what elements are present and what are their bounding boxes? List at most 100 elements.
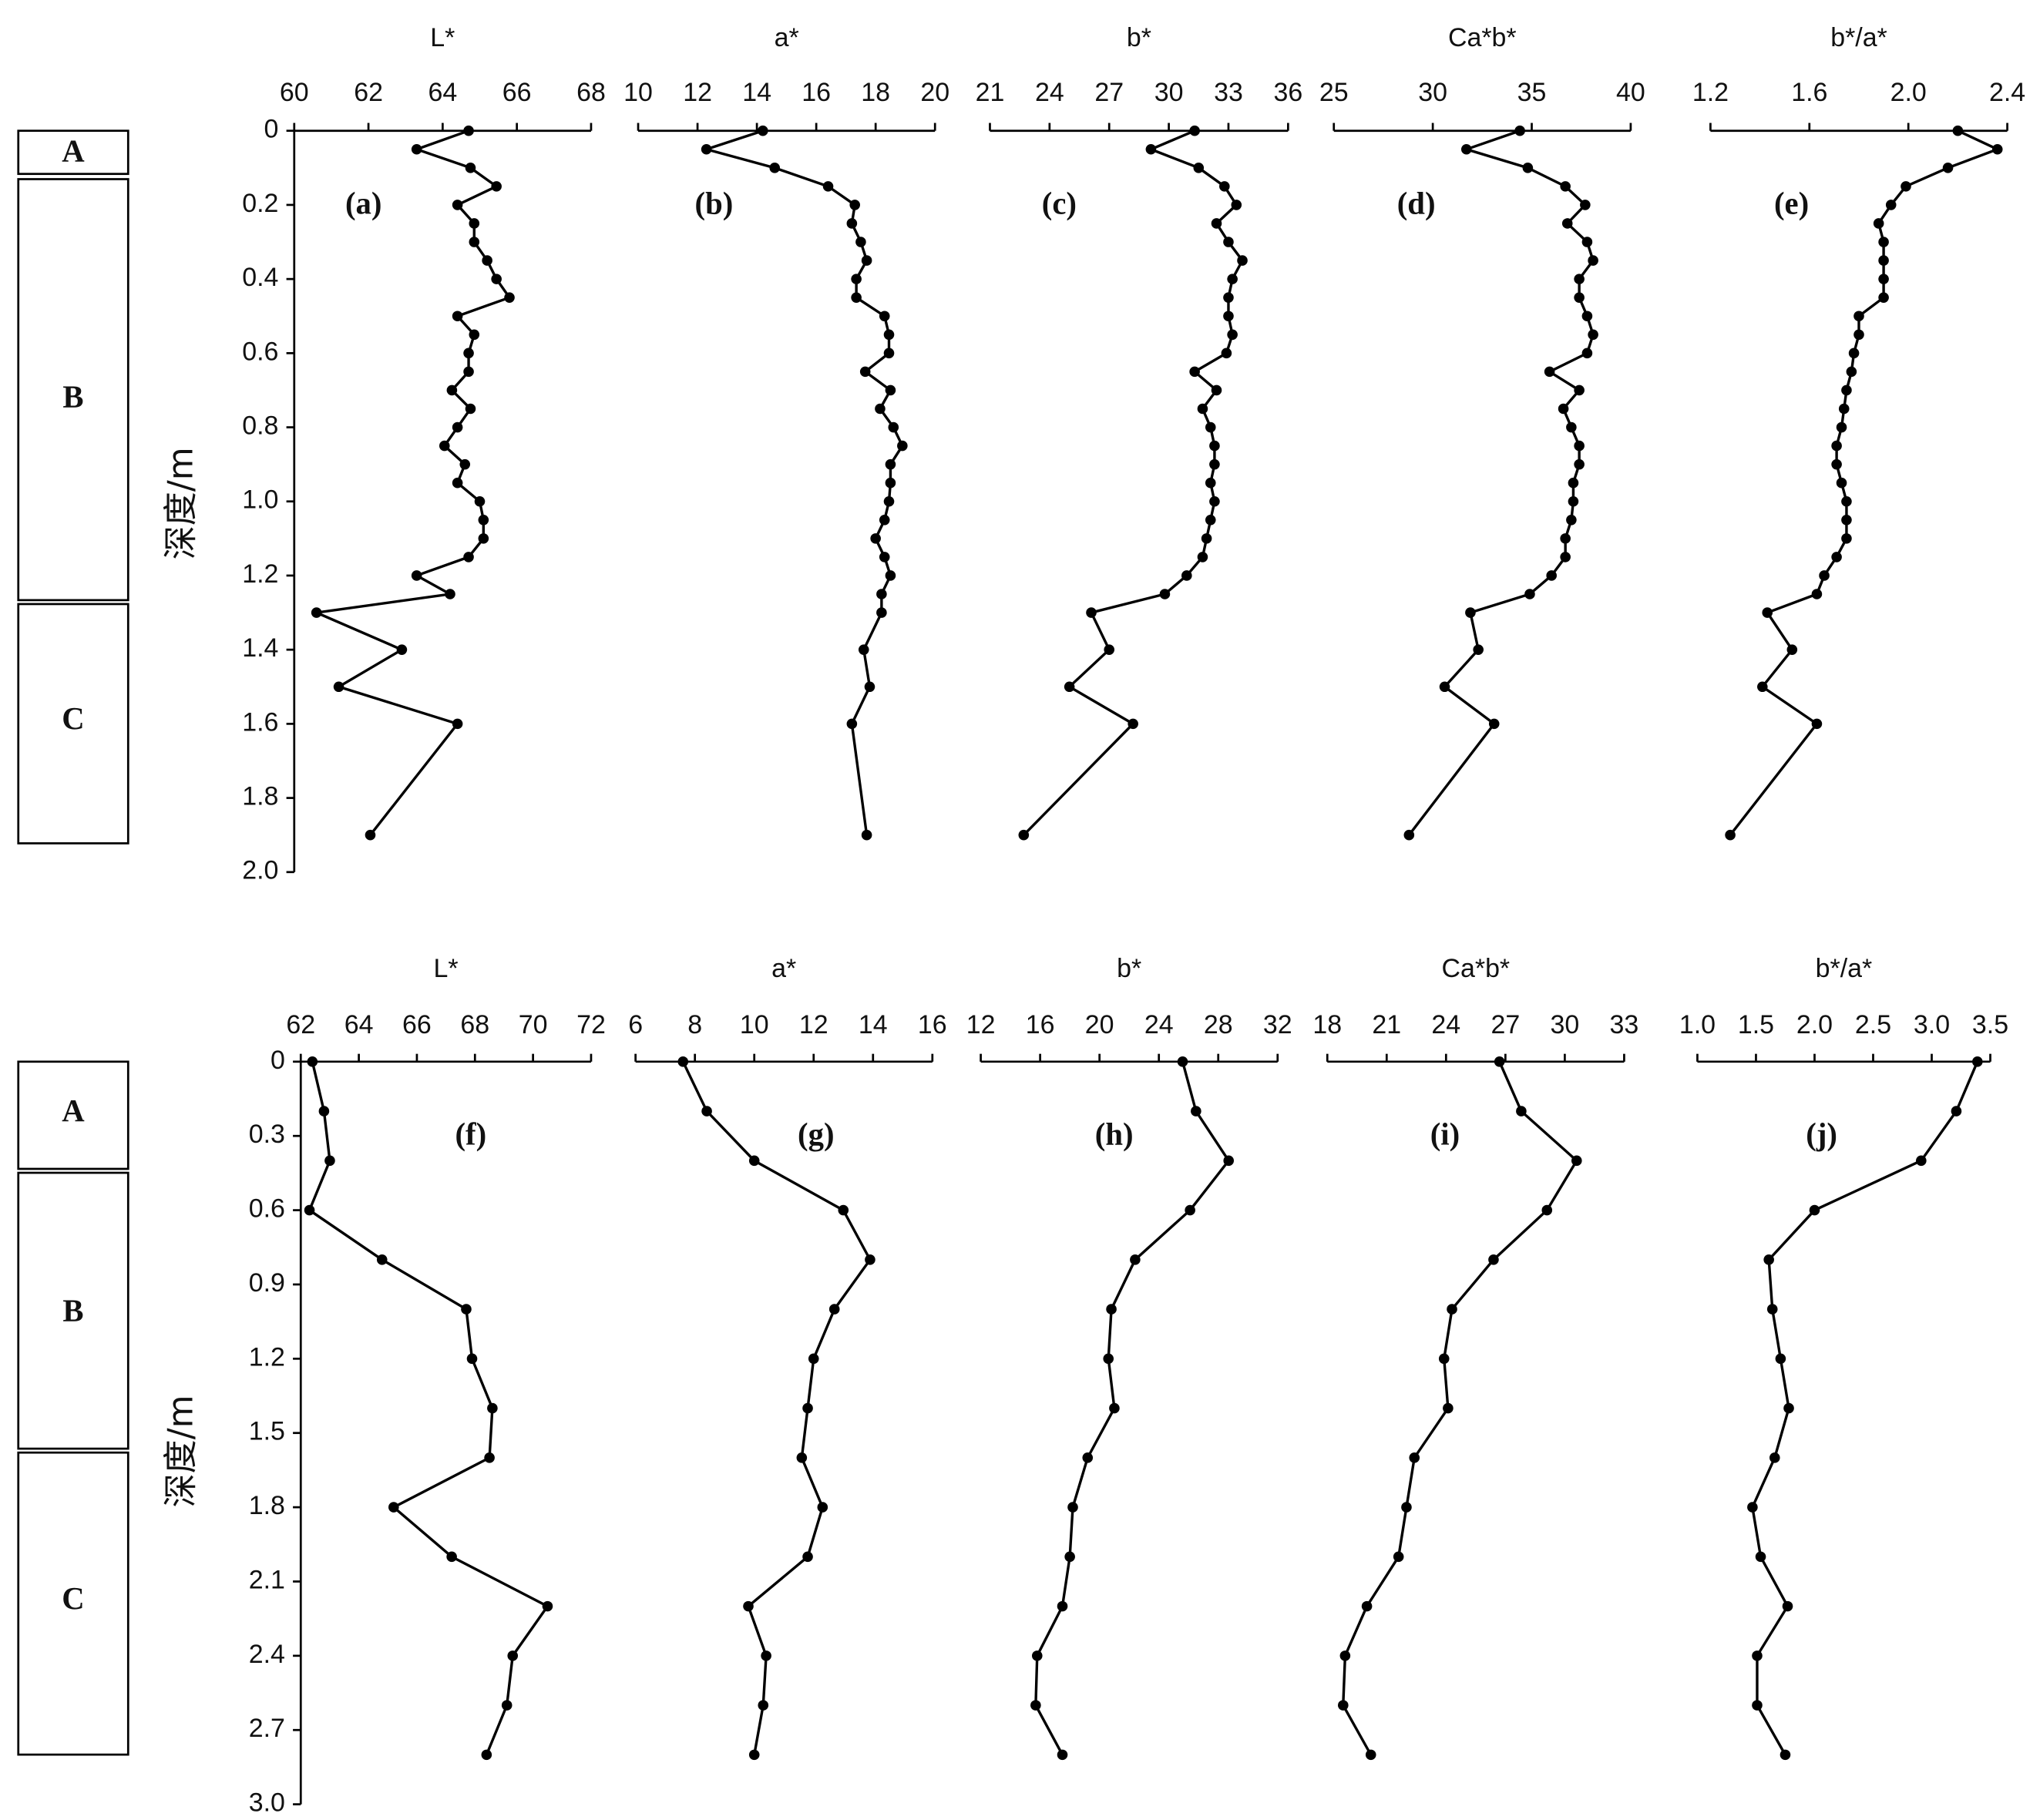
data-point [1541,1204,1553,1216]
data-point [1878,255,1889,266]
horizon-box [17,129,129,176]
data-point [1853,311,1864,322]
data-point [885,477,896,489]
data-point [1783,1402,1794,1414]
y-tick-label: 0.9 [249,1268,285,1298]
data-point [1128,718,1138,730]
data-point [701,143,712,155]
data-point [1223,1155,1235,1167]
x-tick-label: 62 [354,78,383,107]
data-point [851,274,862,284]
y-tick-label: 2.4 [249,1640,285,1669]
y-tick-label: 0 [271,1046,285,1075]
data-point [1488,1254,1499,1265]
data-point [875,403,886,415]
panel-label: (h) [1095,1117,1134,1152]
data-point [870,533,881,544]
data-point [1189,366,1200,378]
data-point [748,1155,760,1167]
data-point [1546,570,1557,581]
data-point [1747,1502,1758,1513]
y-tick-label: 2.0 [242,856,278,885]
data-point [1566,515,1577,526]
x-tick-label: 21 [976,78,1005,107]
data-point [1031,1650,1043,1661]
x-tick-label: 30 [1154,78,1184,107]
data-point [1516,1106,1527,1117]
data-point [388,1502,399,1513]
x-tick-label: 25 [1319,78,1349,107]
x-tick-label: 27 [1491,1010,1520,1039]
data-point [1197,552,1208,562]
data-point [828,1304,840,1315]
y-tick-label: 1.4 [242,633,278,663]
data-point [481,1749,492,1761]
data-point [822,181,834,192]
data-point [1568,477,1579,489]
x-tick-label: 18 [861,78,890,107]
data-point [1809,1204,1820,1216]
panel-title: b* [1117,954,1141,983]
x-tick-label: 64 [428,78,457,107]
data-point [1109,1402,1120,1414]
data-point [1571,1155,1582,1167]
horizon-box [17,603,129,845]
data-point [846,718,858,730]
data-point [769,163,781,173]
data-point [1524,589,1535,599]
data-point [1223,237,1234,247]
x-tick-label: 66 [502,78,532,107]
x-tick-label: 21 [1372,1010,1401,1039]
profile-line [681,1061,872,1755]
data-point [1209,458,1220,470]
data-point [1211,218,1222,229]
panel-title: a* [775,23,799,52]
data-point [507,1650,519,1661]
data-point [1580,200,1591,210]
data-point [1972,1056,1983,1067]
data-point [1574,440,1585,452]
x-tick-label: 24 [1035,78,1064,107]
data-point [888,421,899,433]
data-point [1488,718,1500,730]
x-tick-label: 27 [1094,78,1124,107]
y-axis-label: 深度/m [162,1395,201,1507]
data-point [1227,274,1238,284]
x-tick-label: 30 [1418,78,1447,107]
data-point [1574,458,1585,470]
panel-label: (c) [1042,186,1077,220]
data-point [1873,218,1884,229]
data-point [1401,1502,1412,1513]
y-tick-label: 1.6 [242,707,278,737]
x-tick-label: 2.5 [1855,1010,1891,1039]
horizon-label: A [62,1093,85,1128]
data-point [1786,644,1798,655]
x-tick-label: 3.0 [1914,1010,1950,1039]
data-point [1775,1353,1786,1365]
data-point [883,348,895,359]
data-point [1841,533,1852,544]
data-point [446,1551,457,1563]
data-point [1951,1106,1962,1117]
data-point [1460,143,1472,155]
x-tick-label: 3.5 [1972,1010,2008,1039]
horizon-box [17,178,129,602]
data-point [879,311,890,322]
data-point [1838,403,1850,415]
data-point [478,515,489,526]
y-axis-label: 深度/m [162,447,201,559]
y-tick-label: 0.4 [242,263,278,292]
data-point [542,1600,553,1612]
panel-title: b* [1127,23,1151,52]
data-point [849,200,860,210]
data-point [1185,1204,1195,1216]
data-point [1819,570,1830,581]
data-point [484,1452,495,1463]
data-point [1403,829,1415,841]
data-point [463,552,474,562]
data-point [461,1304,472,1315]
x-tick-label: 16 [802,78,831,107]
panel-title: L* [430,23,455,52]
data-point [701,1106,712,1117]
profile-line [311,129,512,836]
